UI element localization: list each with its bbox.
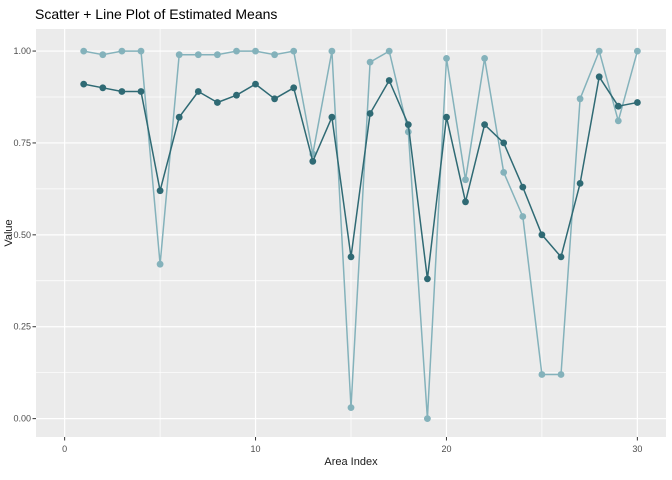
data-point-estimated-means-dark [481, 121, 488, 128]
data-point-estimated-means-dark [557, 253, 565, 261]
data-point-estimated-means-dark [347, 253, 355, 261]
data-point-estimated-means-dark [252, 80, 259, 88]
data-point-estimated-means-dark [137, 88, 145, 95]
data-point-estimated-means-dark [385, 77, 393, 84]
data-point-estimated-means-light [366, 58, 374, 66]
data-point-estimated-means-light [424, 415, 431, 422]
y-axis-title: Value [3, 219, 15, 247]
data-point-estimated-means-light [99, 51, 107, 59]
data-point-estimated-means-dark [500, 139, 508, 147]
data-point-estimated-means-light [194, 51, 202, 59]
data-point-estimated-means-light [290, 47, 298, 55]
y-tick-label: 0.50 [13, 230, 31, 240]
data-point-estimated-means-dark [328, 113, 336, 121]
data-point-estimated-means-light [481, 55, 488, 62]
data-point-estimated-means-dark [99, 84, 107, 92]
data-point-estimated-means-dark [404, 121, 412, 128]
data-point-estimated-means-dark [595, 73, 603, 81]
x-tick-label: 0 [62, 444, 67, 454]
data-point-estimated-means-dark [443, 113, 450, 121]
data-point-estimated-means-dark [424, 275, 431, 283]
data-point-estimated-means-light [519, 213, 527, 220]
data-point-estimated-means-dark [175, 113, 183, 121]
data-point-estimated-means-light [614, 117, 622, 125]
data-point-estimated-means-dark [118, 88, 126, 95]
series-line-estimated-means-dark [83, 76, 638, 280]
data-point-estimated-means-light [347, 404, 355, 411]
data-point-estimated-means-light [538, 371, 546, 378]
y-tick-label: 0.00 [13, 414, 31, 424]
data-point-estimated-means-dark [538, 231, 546, 239]
x-tick-label: 20 [441, 444, 451, 454]
y-tick-label: 0.75 [13, 138, 31, 148]
data-point-estimated-means-dark [366, 110, 374, 117]
data-point-estimated-means-dark [576, 180, 584, 187]
data-point-estimated-means-dark [194, 88, 202, 95]
data-point-estimated-means-light [443, 55, 450, 62]
y-tick-label: 1.00 [13, 46, 31, 56]
data-point-estimated-means-light [233, 47, 240, 55]
data-point-estimated-means-light [634, 47, 641, 55]
data-point-estimated-means-light [557, 371, 565, 378]
data-point-estimated-means-light [385, 47, 393, 55]
data-point-estimated-means-light [214, 51, 221, 59]
data-point-estimated-means-dark [462, 198, 469, 206]
x-tick-label: 10 [251, 444, 261, 454]
x-tick-label: 30 [632, 444, 642, 454]
data-point-estimated-means-dark [156, 187, 164, 195]
data-point-estimated-means-light [328, 47, 336, 55]
chart-title: Scatter + Line Plot of Estimated Means [35, 6, 278, 22]
data-point-estimated-means-light [175, 51, 183, 59]
y-tick-label: 0.25 [13, 322, 31, 332]
data-point-estimated-means-light [595, 47, 603, 55]
data-point-estimated-means-light [137, 47, 145, 55]
data-point-estimated-means-dark [80, 80, 88, 88]
data-point-estimated-means-light [118, 47, 126, 55]
data-point-estimated-means-light [462, 176, 469, 184]
data-point-estimated-means-dark [214, 99, 221, 106]
data-point-estimated-means-light [80, 47, 88, 55]
data-point-estimated-means-light [500, 169, 508, 176]
data-point-estimated-means-light [271, 51, 278, 59]
data-point-estimated-means-light [252, 47, 259, 55]
data-point-estimated-means-dark [290, 84, 298, 92]
data-point-estimated-means-dark [271, 95, 278, 103]
data-point-estimated-means-light [576, 95, 584, 103]
x-axis-title: Area Index [324, 456, 378, 468]
data-point-estimated-means-dark [634, 99, 641, 106]
data-point-estimated-means-dark [614, 102, 622, 110]
data-point-estimated-means-light [156, 260, 164, 268]
data-point-estimated-means-dark [309, 157, 317, 165]
data-point-estimated-means-dark [233, 91, 240, 99]
data-point-estimated-means-dark [519, 183, 527, 191]
